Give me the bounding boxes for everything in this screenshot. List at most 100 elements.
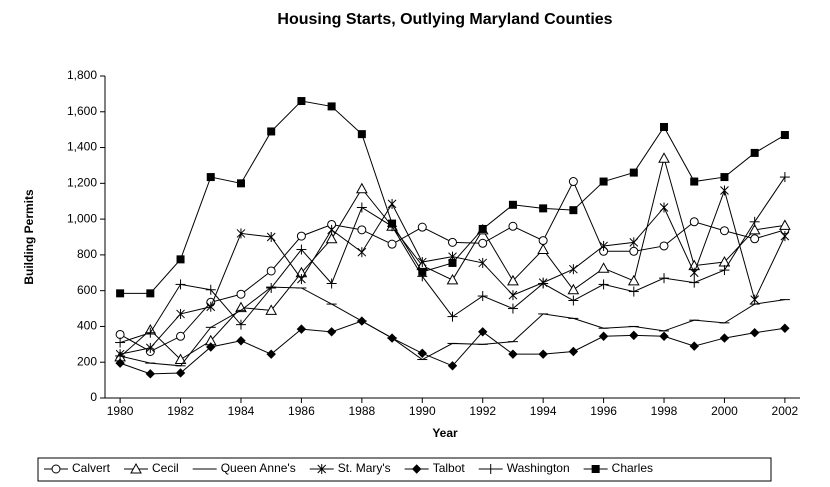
y-tick-label: 400: [77, 319, 97, 333]
data-point: [629, 168, 638, 177]
data-point: [266, 282, 277, 293]
data-point: [265, 304, 278, 315]
data-point: [326, 278, 337, 289]
data-point: [749, 216, 760, 227]
data-point-part: [206, 173, 215, 182]
data-point-part: [446, 273, 459, 285]
legend-box: [37, 457, 772, 482]
data-point: [297, 97, 306, 106]
x-axis-label: Year: [432, 426, 458, 440]
data-point: [355, 182, 368, 194]
data-point-part: [508, 221, 518, 231]
legend-label: Talbot: [433, 461, 466, 475]
data-point: [357, 225, 367, 235]
data-point: [206, 301, 216, 312]
data-point: [749, 327, 760, 338]
data-point-part: [145, 369, 156, 379]
data-point-part: [749, 327, 760, 338]
data-point: [508, 221, 518, 231]
data-point: [296, 244, 307, 255]
data-point-part: [660, 122, 669, 131]
data-point: [447, 311, 458, 322]
data-point-part: [568, 177, 578, 187]
data-point: [387, 198, 397, 209]
data-point: [236, 289, 246, 299]
data-point: [478, 238, 488, 248]
data-point: [719, 226, 729, 236]
chart-title: Housing Starts, Outlying Maryland Counti…: [277, 11, 612, 28]
data-point-part: [206, 342, 216, 352]
data-point-part: [325, 232, 338, 244]
data-point-part: [267, 127, 276, 136]
data-point: [206, 173, 215, 182]
data-point: [629, 237, 639, 248]
data-point-part: [627, 274, 640, 286]
data-point-part: [326, 327, 337, 337]
data-point: [568, 346, 579, 357]
data-point-part: [176, 331, 186, 341]
data-point: [357, 316, 367, 326]
data-point: [659, 202, 669, 213]
data-point: [477, 291, 488, 302]
data-point-part: [597, 262, 610, 273]
data-point: [508, 290, 518, 301]
data-point-part: [357, 130, 366, 139]
data-point: [327, 224, 336, 235]
data-point-part: [689, 217, 699, 227]
data-point: [659, 273, 670, 284]
data-point: [599, 177, 608, 186]
legend-marker-part: [591, 465, 600, 473]
data-point-part: [750, 148, 759, 157]
data-point-part: [659, 331, 669, 341]
y-axis-label: Building Permits: [22, 189, 36, 285]
data-point: [145, 369, 156, 379]
data-point: [629, 246, 639, 256]
data-point-part: [357, 225, 367, 235]
data-point-part: [598, 331, 609, 341]
data-point-part: [599, 177, 608, 186]
data-point-part: [780, 131, 789, 140]
data-point: [205, 284, 216, 295]
y-tick-label: 1,800: [67, 68, 97, 82]
data-point-part: [478, 224, 487, 233]
data-point: [357, 130, 366, 139]
data-point: [446, 273, 459, 285]
data-point: [418, 267, 427, 276]
legend-label: Charles: [612, 461, 653, 475]
data-point-part: [266, 266, 276, 276]
series-line: [119, 286, 785, 367]
data-point: [659, 241, 669, 251]
data-point: [326, 327, 337, 337]
data-point: [690, 177, 699, 186]
data-point-part: [417, 222, 427, 232]
data-point: [356, 202, 367, 213]
data-point: [720, 173, 729, 182]
data-point: [236, 228, 246, 239]
data-point-part: [296, 324, 307, 334]
data-point: [748, 223, 761, 235]
data-point-part: [568, 346, 579, 357]
data-point: [417, 222, 427, 232]
data-point: [780, 323, 790, 333]
data-point-part: [508, 200, 517, 209]
data-point: [206, 342, 216, 352]
data-point-part: [478, 327, 488, 337]
data-point-part: [327, 102, 336, 111]
data-point-part: [297, 97, 306, 106]
data-point: [569, 206, 578, 215]
data-point-part: [567, 283, 580, 295]
data-point: [660, 122, 669, 131]
data-point: [750, 294, 760, 305]
data-point-part: [748, 223, 761, 235]
data-point-part: [115, 358, 125, 368]
data-point: [116, 289, 125, 298]
data-point-part: [538, 236, 548, 246]
data-point: [235, 301, 247, 313]
data-point: [780, 231, 790, 242]
x-tick-label: 1982: [167, 404, 194, 418]
data-point-part: [355, 182, 368, 194]
data-point-part: [539, 204, 548, 213]
data-point: [176, 331, 186, 341]
data-point-part: [719, 333, 730, 343]
data-point: [659, 331, 669, 341]
